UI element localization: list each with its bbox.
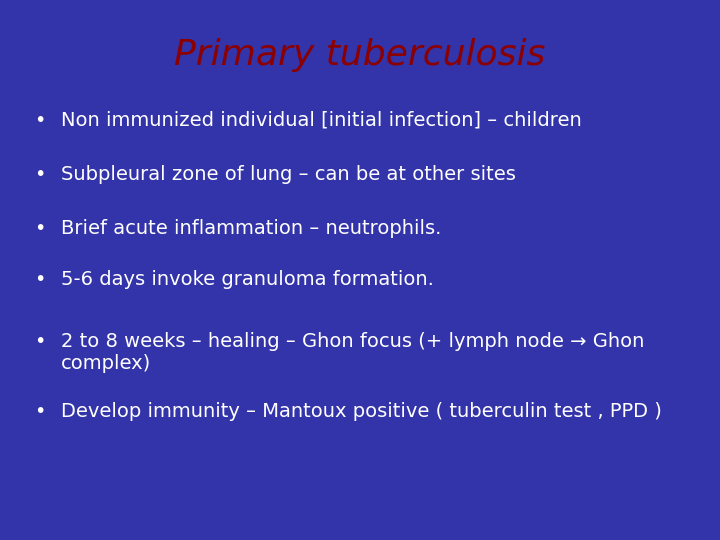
Text: •: • — [34, 270, 45, 289]
Text: 2 to 8 weeks – healing – Ghon focus (+ lymph node → Ghon
complex): 2 to 8 weeks – healing – Ghon focus (+ l… — [61, 332, 644, 373]
Text: Brief acute inflammation – neutrophils.: Brief acute inflammation – neutrophils. — [61, 219, 441, 238]
Text: •: • — [34, 219, 45, 238]
Text: •: • — [34, 111, 45, 130]
Text: Non immunized individual [initial infection] – children: Non immunized individual [initial infect… — [61, 111, 582, 130]
Text: Primary tuberculosis: Primary tuberculosis — [174, 38, 546, 72]
Text: •: • — [34, 165, 45, 184]
Text: Develop immunity – Mantoux positive ( tuberculin test , PPD ): Develop immunity – Mantoux positive ( tu… — [61, 402, 662, 421]
Text: •: • — [34, 332, 45, 351]
Text: Subpleural zone of lung – can be at other sites: Subpleural zone of lung – can be at othe… — [61, 165, 516, 184]
Text: 5-6 days invoke granuloma formation.: 5-6 days invoke granuloma formation. — [61, 270, 434, 289]
Text: •: • — [34, 402, 45, 421]
